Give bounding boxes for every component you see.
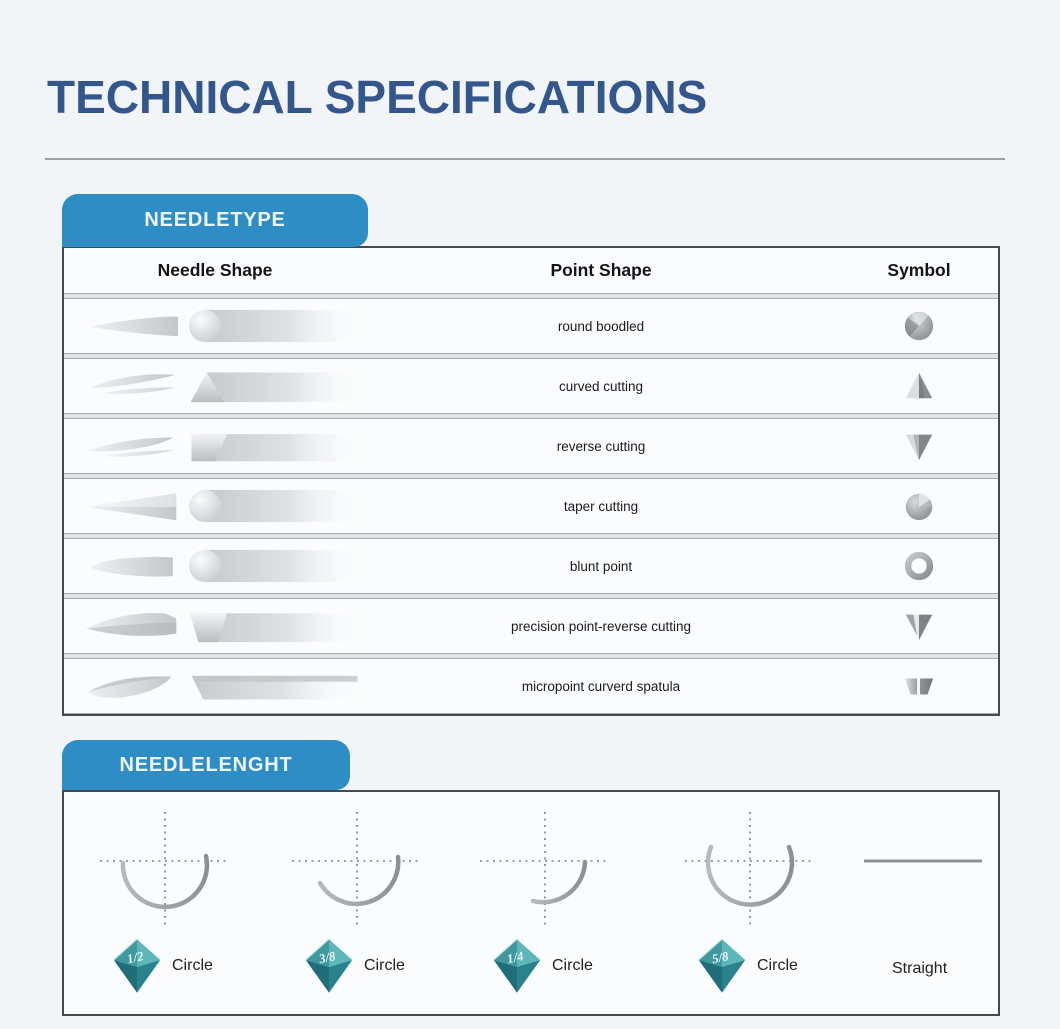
cone-tip-round-body-icon bbox=[89, 309, 358, 343]
point-shape-label: reverse cutting bbox=[556, 438, 646, 454]
sphere-icon bbox=[904, 311, 934, 341]
circle-label: Circle bbox=[552, 957, 593, 974]
angular-blade-prism-body-icon bbox=[86, 612, 358, 643]
quarter-circle-arc-icon bbox=[479, 811, 611, 927]
triangle-up-icon bbox=[905, 372, 933, 399]
needle-shape-cell bbox=[64, 483, 366, 529]
length-label: 5/8 Circle bbox=[697, 938, 798, 994]
needle-shape-cell bbox=[64, 663, 366, 709]
reverse-blade-prism-body-icon bbox=[88, 434, 358, 462]
needlelength-tab: NEEDLELENGHT bbox=[62, 740, 350, 790]
point-shape-label: round boodled bbox=[557, 318, 645, 334]
circle-label: Circle bbox=[757, 957, 798, 974]
column-header-symbol: Symbol bbox=[887, 260, 951, 280]
straight-label: Straight bbox=[892, 960, 948, 977]
spatula-tip-flat-body-icon bbox=[88, 675, 358, 700]
needletype-tab: NEEDLETYPE bbox=[62, 194, 368, 247]
point-shape-label: taper cutting bbox=[563, 498, 639, 514]
length-label: 3/8 Circle bbox=[304, 938, 405, 994]
page-title: TECHNICAL SPECIFICATIONS bbox=[47, 71, 708, 123]
curved-blade-prism-body-icon bbox=[88, 372, 358, 403]
five-eighth-circle-arc-icon bbox=[684, 811, 816, 927]
gem-fraction-label: 3/8 bbox=[317, 948, 338, 966]
column-header-needle-shape: Needle Shape bbox=[157, 260, 273, 280]
triangle-down-icon bbox=[905, 614, 933, 641]
table-row: reverse cutting bbox=[64, 418, 998, 474]
fraction-gem-icon: 5/8 bbox=[698, 938, 746, 994]
length-label: 1/4 Circle bbox=[492, 938, 593, 994]
blunt-tip-round-body-icon bbox=[90, 549, 358, 583]
fraction-gem-icon: 1/4 bbox=[493, 938, 541, 994]
table-row: precision point-reverse cutting bbox=[64, 598, 998, 654]
sharp-cone-round-body-icon bbox=[86, 489, 358, 523]
table-row: curved cutting bbox=[64, 358, 998, 414]
point-shape-label: curved cutting bbox=[558, 378, 644, 394]
ring-icon bbox=[902, 549, 936, 583]
table-row: taper cutting bbox=[64, 478, 998, 534]
gem-fraction-label: 1/2 bbox=[126, 948, 146, 966]
needle-shape-cell bbox=[64, 543, 366, 589]
notched-sphere-icon bbox=[905, 493, 933, 521]
fraction-gem-icon: 1/2 bbox=[113, 938, 161, 994]
needle-shape-cell bbox=[64, 423, 366, 469]
needle-shape-cell bbox=[64, 363, 366, 409]
point-shape-label: micropoint curverd spatula bbox=[521, 678, 681, 694]
triangle-down-icon bbox=[905, 434, 933, 461]
needlelength-tab-label: NEEDLELENGHT bbox=[119, 753, 293, 776]
half-circle-arc-icon bbox=[99, 811, 231, 927]
table-header-row: Needle Shape Point Shape Symbol bbox=[64, 248, 998, 294]
straight-line-icon bbox=[864, 859, 982, 863]
three-eighth-circle-arc-icon bbox=[291, 811, 423, 927]
gem-fraction-label: 5/8 bbox=[711, 948, 731, 966]
point-shape-label: precision point-reverse cutting bbox=[510, 618, 692, 634]
double-trapezoid-icon bbox=[904, 678, 934, 695]
table-row: round boodled bbox=[64, 298, 998, 354]
length-label: 1/2 Circle bbox=[112, 938, 213, 994]
needle-shape-cell bbox=[64, 303, 366, 349]
table-row: micropoint curverd spatula bbox=[64, 658, 998, 714]
needle-type-table: Needle Shape Point Shape Symbol round bo… bbox=[62, 246, 1000, 716]
needle-length-panel: 1/2 Circle 3/8 Circle 1/4 Circle 5/8 Cir… bbox=[62, 790, 1000, 1016]
needletype-tab-label: NEEDLETYPE bbox=[144, 209, 286, 231]
table-row: blunt point bbox=[64, 538, 998, 594]
gem-fraction-label: 1/4 bbox=[506, 948, 526, 966]
title-divider bbox=[45, 158, 1005, 160]
needle-shape-cell bbox=[64, 603, 366, 649]
circle-label: Circle bbox=[364, 957, 405, 974]
circle-label: Circle bbox=[172, 957, 213, 974]
column-header-point-shape: Point Shape bbox=[550, 260, 652, 280]
point-shape-label: blunt point bbox=[569, 558, 633, 574]
fraction-gem-icon: 3/8 bbox=[305, 938, 353, 994]
